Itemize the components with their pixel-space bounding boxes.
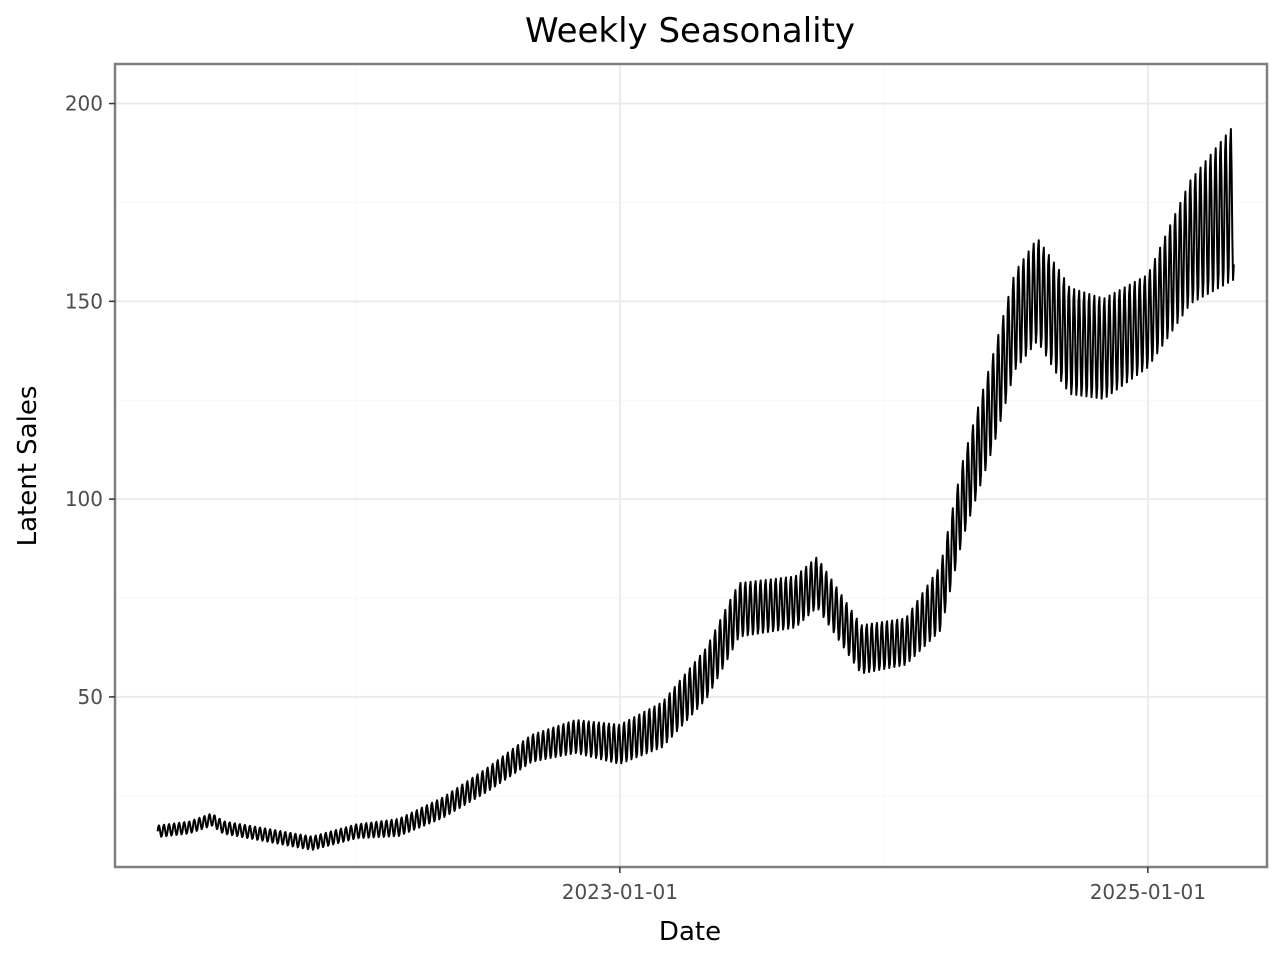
- y-tick-label: 100: [65, 487, 103, 511]
- grid-layer: [115, 64, 1267, 867]
- y-tick-label: 50: [78, 685, 103, 709]
- panel-border: [113, 62, 1269, 869]
- x-axis-title: Date: [659, 917, 721, 947]
- tick-layer: 50 100 150 200 2023-01-01 2025-01-01: [65, 92, 1206, 904]
- plot-panel: [113, 62, 1269, 869]
- series-line: [156, 127, 1235, 851]
- y-tick-label: 150: [65, 289, 103, 313]
- chart-title: Weekly Seasonality: [525, 11, 855, 51]
- x-tick-label: 2023-01-01: [562, 880, 678, 904]
- y-tick-label: 200: [65, 92, 103, 116]
- y-axis-title: Latent Sales: [13, 386, 43, 547]
- x-tick-label: 2025-01-01: [1090, 880, 1206, 904]
